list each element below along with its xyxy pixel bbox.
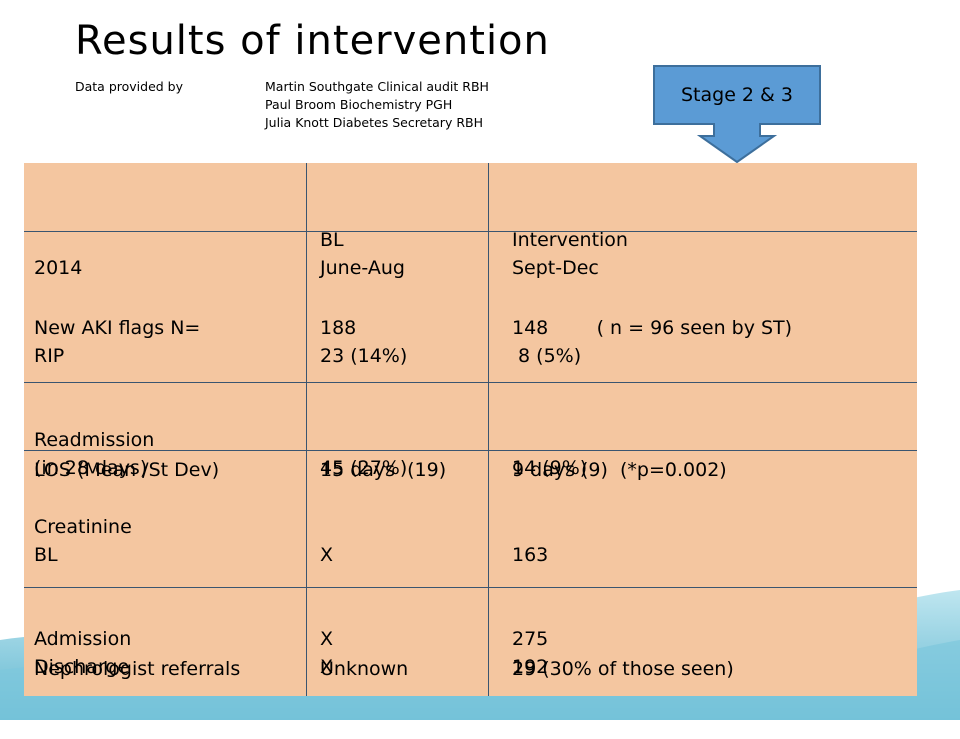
column-divider [306, 163, 307, 696]
page-title: Results of intervention [75, 18, 550, 64]
row-divider [24, 450, 917, 451]
table-cell-referrals-intervention: 29 (30% of those seen) [512, 658, 734, 680]
table-cell-creatinine-baseline: ​X XX [320, 544, 334, 678]
row-divider [24, 587, 917, 588]
table-cell-creatinine-labels: Creatinine BL Admission Discharge [34, 516, 132, 678]
credit-line: Paul Broom Biochemistry PGH [265, 97, 453, 112]
table-cell-los-intervention: 9 days (9) (*p=0.002) [512, 459, 727, 481]
credits-names: Martin Southgate Clinical audit RBH Paul… [265, 78, 489, 132]
stage-callout-arrow [653, 65, 821, 164]
table-cell-referrals-baseline: Unknown [320, 658, 409, 680]
table-cell-header-year: ​2014 [34, 257, 83, 279]
row-divider [24, 231, 917, 232]
column-divider [488, 163, 489, 696]
table-cell-los-label: LOS (Mean /St Dev) [34, 459, 220, 481]
credit-line: Martin Southgate Clinical audit RBH [265, 79, 489, 94]
table-cell-header-baseline: BL June-Aug [320, 229, 405, 279]
table-cell-los-baseline: 15 days (19) [320, 459, 447, 481]
callout-label: Stage 2 & 3 [680, 84, 793, 106]
credits-label: Data provided by [75, 79, 184, 94]
table-cell-header-intervention: Intervention Sept-Dec [512, 229, 628, 279]
table-cell-metrics-labels: New AKI flags N= RIP Readmission (in 28 da… [34, 317, 201, 479]
table-cell-referrals-label: Nephrologist referrals [34, 658, 241, 680]
row-divider [24, 382, 917, 383]
table-cell-metrics-intervention: 148 ( n = 96 seen by ST) 8 (5%) ​14 (9%) [512, 317, 793, 479]
credit-line: Julia Knott Diabetes Secretary RBH [265, 115, 483, 130]
